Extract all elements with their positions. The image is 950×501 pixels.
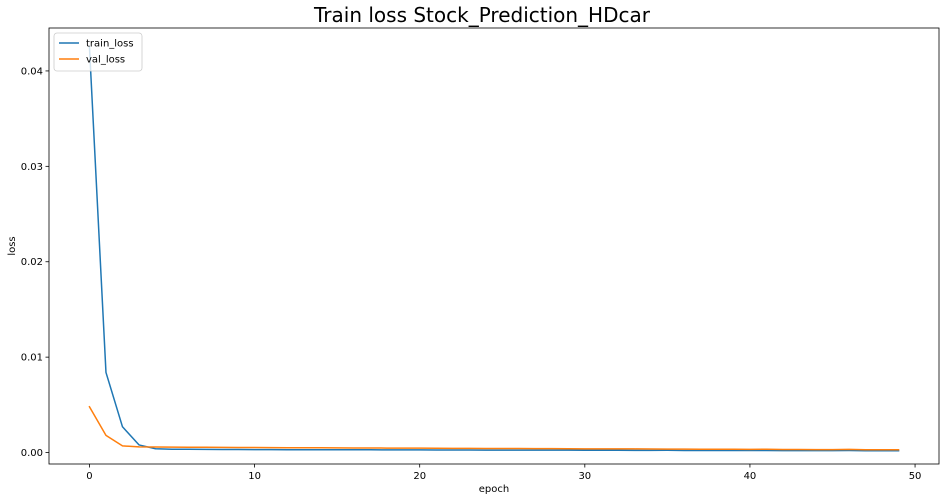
y-tick-label: 0.00	[21, 448, 43, 459]
y-axis-label: loss	[7, 236, 18, 255]
series-line-train-loss	[88, 46, 900, 452]
x-axis-label: epoch	[479, 484, 509, 495]
plot-area	[49, 28, 939, 464]
x-tick-label: 50	[909, 471, 922, 482]
legend: train_loss val_loss	[53, 32, 143, 72]
y-axis: 0.00 0.01 0.02 0.03 0.04	[21, 66, 49, 459]
y-tick-label: 0.04	[21, 66, 43, 77]
y-tick-label: 0.03	[21, 162, 43, 173]
chart-title: Train loss Stock_Prediction_HDcar	[313, 3, 651, 27]
y-tick-label: 0.01	[21, 353, 43, 364]
x-tick-label: 10	[248, 471, 261, 482]
series-line-val-loss	[88, 405, 900, 451]
x-axis: 0 10 20 30 40 50	[86, 464, 921, 482]
legend-label-val-loss: val_loss	[86, 55, 125, 66]
legend-label-train-loss: train_loss	[86, 39, 134, 50]
x-tick-label: 40	[744, 471, 757, 482]
x-tick-label: 30	[578, 471, 591, 482]
x-tick-label: 0	[86, 471, 92, 482]
plot-frame	[48, 27, 940, 465]
y-tick-label: 0.02	[21, 257, 43, 268]
series-layer	[88, 46, 900, 452]
x-tick-label: 20	[413, 471, 426, 482]
